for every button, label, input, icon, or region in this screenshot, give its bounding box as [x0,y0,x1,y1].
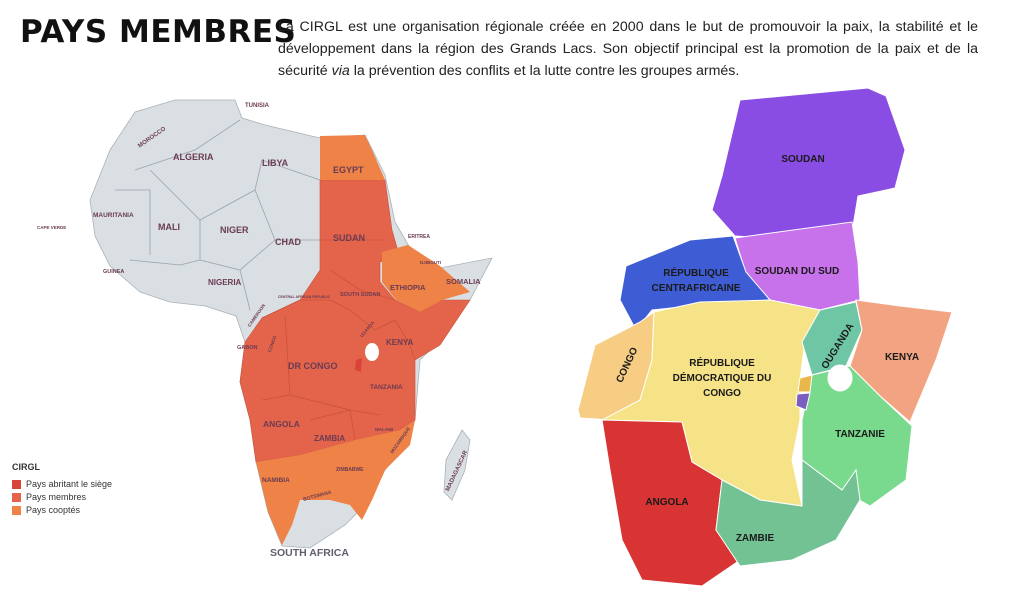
label-mali: MALI [158,222,180,232]
legend-swatch [12,479,21,489]
label-tunisia: TUNISIA [245,103,270,109]
label-car: CENTRAL AFRICAN REPUBLIC [278,295,331,299]
southern-coopted-region [256,420,415,545]
region-burundi [795,392,811,411]
region-soudan [711,87,906,241]
label-somalia: SOMALIA [446,277,481,286]
label-south-africa: SOUTH AFRICA [270,547,349,559]
label-mauritania: MAURITANIA [93,212,134,219]
legend-item-cooptes: Pays cooptés [12,505,112,515]
legend-title: CIRGL [12,462,40,472]
description-italic: via [331,63,350,79]
label-malawi: MALAWI [375,427,393,432]
legend-label: Pays cooptés [26,505,81,515]
legend: CIRGL Pays abritant le siège Pays membre… [12,462,112,518]
label-guinea: GUINEA [103,269,124,275]
label-rdc-1: RÉPUBLIQUE [689,356,755,369]
label-ethiopia: ETHIOPIA [390,283,426,292]
page-title: PAYS MEMBRES [20,14,297,50]
description: La CIRGL est une organisation régionale … [278,16,978,82]
label-soudan: SOUDAN [781,154,824,165]
egypt [320,135,385,180]
label-soudan-du-sud: SOUDAN DU SUD [755,266,839,277]
label-niger: NIGER [220,225,249,235]
legend-item-siege: Pays abritant le siège [12,479,112,489]
label-libya: LIBYA [262,158,289,168]
africa-map: TUNISIA MOROCCO ALGERIA LIBYA EGYPT MAUR… [37,99,493,559]
legend-swatch [12,505,21,515]
label-rdc-3: CONGO [703,388,741,399]
label-egypt: EGYPT [333,165,364,175]
region-tanzanie [801,365,913,507]
madagascar [443,429,471,501]
label-zambie: ZAMBIE [736,533,775,544]
legend-item-membres: Pays membres [12,492,112,502]
ethiopia [382,245,470,312]
label-gabon: GABON [237,345,258,351]
label-chad: CHAD [275,237,301,247]
member-borders [261,239,416,441]
label-sudan: SUDAN [333,233,365,243]
label-south-sudan: SOUTH SUDAN [340,292,380,298]
description-text: La CIRGL est une organisation régionale … [278,19,978,79]
label-rca-1: RÉPUBLIQUE [663,266,729,279]
label-angola: ANGOLA [263,419,300,429]
region-rwanda [797,374,813,393]
label-namibia: NAMIBIA [262,477,290,484]
label-zimbabwe: ZIMBABWE [336,467,364,473]
legend-swatch [12,492,21,502]
label-tanzania: TANZANIA [370,384,403,391]
lake-victoria [365,343,379,361]
legend-label: Pays abritant le siège [26,479,113,489]
label-algeria: ALGERIA [173,152,214,162]
region-map [577,87,953,587]
country-borders [115,119,321,311]
label-rca-2: CENTRAFRICAINE [652,283,741,294]
label-kenya: KENYA [386,338,413,347]
siege-burundi [355,358,362,372]
label-congo: CONGO [267,335,278,353]
lake-victoria [827,364,853,392]
label-cape-verde: CAPE VERDE [37,225,66,230]
label-djibouti: DJIBOUTI [420,260,441,265]
label-kenya: KENYA [885,352,919,363]
label-dr-congo: DR CONGO [288,361,338,371]
label-nigeria: NIGERIA [208,278,242,287]
label-rdc-2: DÉMOCRATIQUE DU [673,371,772,384]
label-eritrea: ERITREA [408,234,430,240]
region-zambie [715,459,861,567]
label-zambia: ZAMBIA [314,434,345,443]
label-angola: ANGOLA [645,497,688,508]
description-text-end: la prévention des conflits et la lutte c… [349,63,740,79]
legend-label: Pays membres [26,492,87,502]
label-tanzanie: TANZANIE [835,429,885,440]
